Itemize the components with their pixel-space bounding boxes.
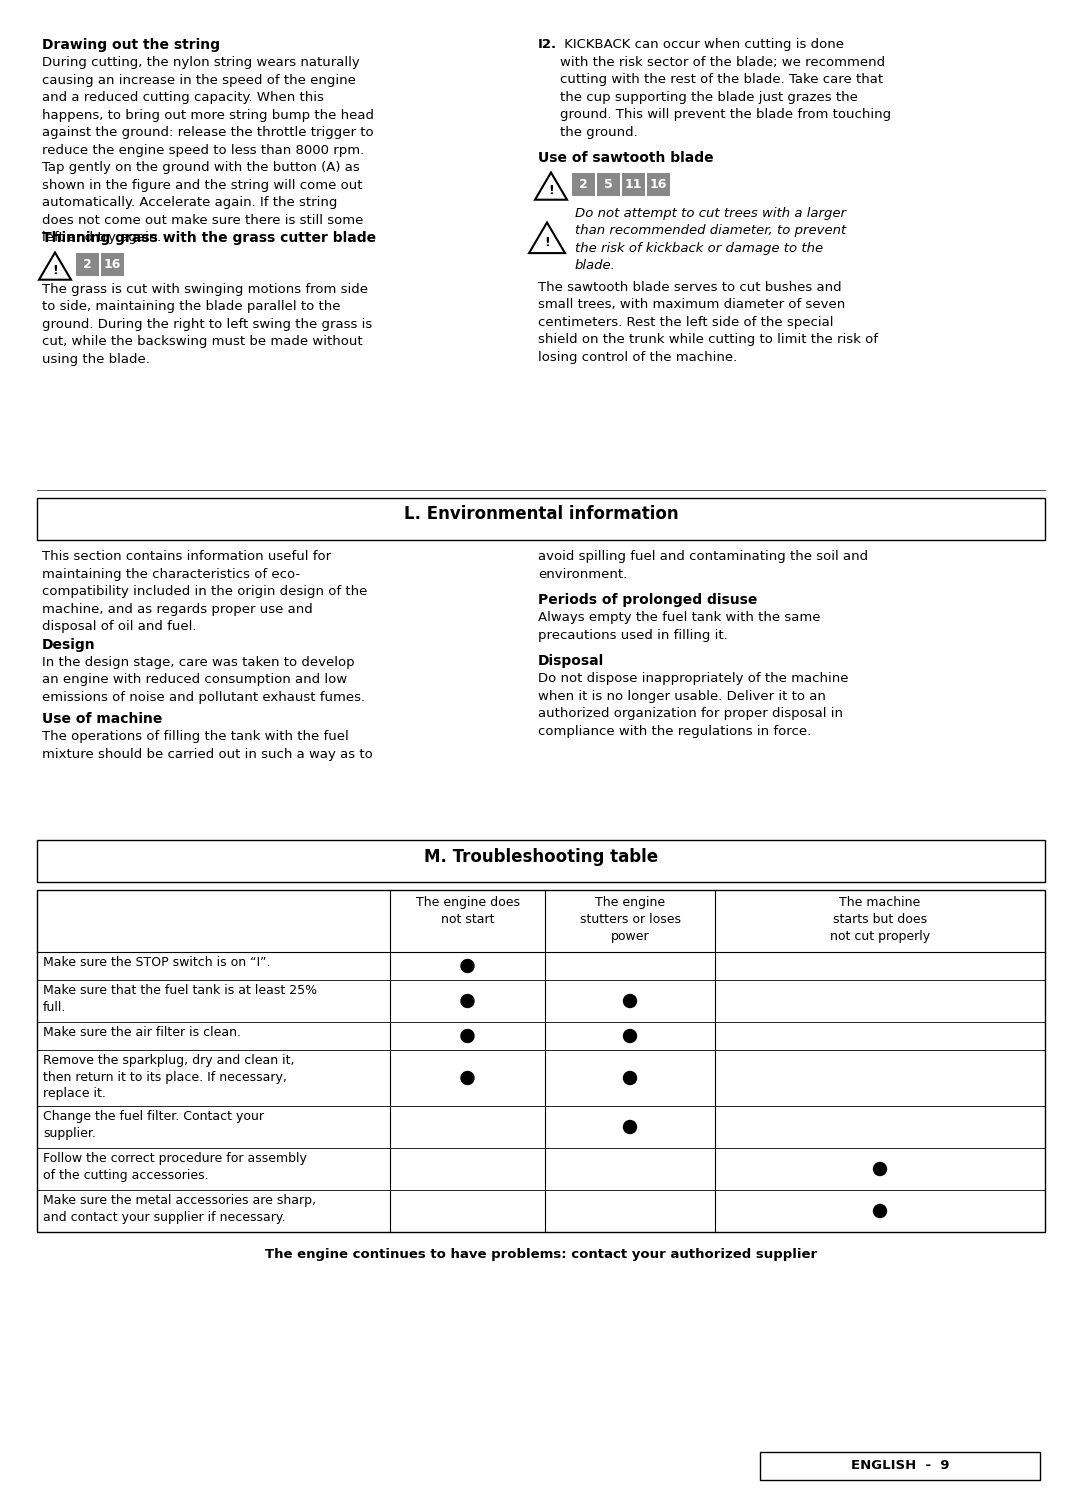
Text: Always empty the fuel tank with the same
precautions used in filling it.: Always empty the fuel tank with the same… (538, 612, 821, 642)
Text: In the design stage, care was taken to develop
an engine with reduced consumptio: In the design stage, care was taken to d… (42, 655, 365, 703)
Text: Drawing out the string: Drawing out the string (42, 37, 220, 52)
Text: Do not dispose inappropriately of the machine
when it is no longer usable. Deliv: Do not dispose inappropriately of the ma… (538, 672, 849, 738)
Text: The engine
stutters or loses
power: The engine stutters or loses power (580, 896, 680, 943)
Circle shape (461, 1030, 474, 1042)
Text: !: ! (52, 264, 58, 277)
Circle shape (623, 1030, 636, 1042)
Text: M. Troubleshooting table: M. Troubleshooting table (424, 848, 658, 866)
Text: Make sure the metal accessories are sharp,
and contact your supplier if necessar: Make sure the metal accessories are shar… (43, 1195, 316, 1223)
Text: Disposal: Disposal (538, 654, 604, 669)
Text: avoid spilling fuel and contaminating the soil and
environment.: avoid spilling fuel and contaminating th… (538, 550, 868, 580)
Text: Use of sawtooth blade: Use of sawtooth blade (538, 150, 714, 165)
Circle shape (623, 1072, 636, 1084)
Circle shape (461, 1072, 474, 1084)
Bar (647, 172, 670, 195)
Text: 2: 2 (83, 258, 92, 270)
Text: The sawtooth blade serves to cut bushes and
small trees, with maximum diameter o: The sawtooth blade serves to cut bushes … (538, 280, 878, 363)
Text: Follow the correct procedure for assembly
of the cutting accessories.: Follow the correct procedure for assembl… (43, 1153, 307, 1181)
Text: KICKBACK can occur when cutting is done
with the risk sector of the blade; we re: KICKBACK can occur when cutting is done … (561, 37, 891, 138)
Bar (37, 839, 1045, 881)
Text: Thinning grass with the grass cutter blade: Thinning grass with the grass cutter bla… (42, 231, 376, 244)
Text: ENGLISH  -  9: ENGLISH - 9 (851, 1459, 949, 1472)
Bar (37, 498, 1045, 540)
Text: Make sure the STOP switch is on “I”.: Make sure the STOP switch is on “I”. (43, 956, 270, 968)
Circle shape (623, 1120, 636, 1133)
Bar (597, 172, 620, 195)
Text: During cutting, the nylon string wears naturally
causing an increase in the spee: During cutting, the nylon string wears n… (42, 55, 374, 244)
Text: The machine
starts but does
not cut properly: The machine starts but does not cut prop… (829, 896, 930, 943)
Text: Periods of prolonged disuse: Periods of prolonged disuse (538, 594, 757, 607)
Bar (760, 1453, 1040, 1480)
Text: !: ! (544, 235, 550, 249)
Text: Make sure that the fuel tank is at least 25%
full.: Make sure that the fuel tank is at least… (43, 983, 318, 1013)
Text: The operations of filling the tank with the fuel
mixture should be carried out i: The operations of filling the tank with … (42, 730, 373, 760)
Text: Do not attempt to cut trees with a larger
than recommended diameter, to prevent
: Do not attempt to cut trees with a large… (575, 207, 847, 271)
Bar (76, 252, 99, 276)
Text: This section contains information useful for
maintaining the characteristics of : This section contains information useful… (42, 550, 367, 633)
Text: 2: 2 (579, 177, 588, 190)
Circle shape (623, 994, 636, 1007)
Text: Design: Design (42, 637, 96, 652)
Circle shape (874, 1205, 887, 1217)
Bar (622, 172, 645, 195)
Text: Use of machine: Use of machine (42, 712, 162, 726)
Bar (37, 890, 1045, 1232)
Text: The engine does
not start: The engine does not start (416, 896, 519, 926)
Bar (102, 252, 124, 276)
Text: Change the fuel filter. Contact your
supplier.: Change the fuel filter. Contact your sup… (43, 1109, 264, 1139)
Circle shape (461, 994, 474, 1007)
Circle shape (874, 1163, 887, 1175)
Text: L. Environmental information: L. Environmental information (404, 505, 678, 523)
Circle shape (461, 959, 474, 973)
Text: The grass is cut with swinging motions from side
to side, maintaining the blade : The grass is cut with swinging motions f… (42, 282, 373, 366)
Text: !: ! (549, 183, 554, 196)
Text: Make sure the air filter is clean.: Make sure the air filter is clean. (43, 1025, 241, 1039)
Text: 16: 16 (650, 177, 667, 190)
Text: I2.: I2. (538, 37, 557, 51)
Text: 11: 11 (624, 177, 643, 190)
Text: 16: 16 (104, 258, 121, 270)
Text: The engine continues to have problems: contact your authorized supplier: The engine continues to have problems: c… (265, 1249, 818, 1261)
Text: Remove the sparkplug, dry and clean it,
then return it to its place. If necessar: Remove the sparkplug, dry and clean it, … (43, 1054, 295, 1100)
Text: 5: 5 (604, 177, 612, 190)
Bar (572, 172, 595, 195)
